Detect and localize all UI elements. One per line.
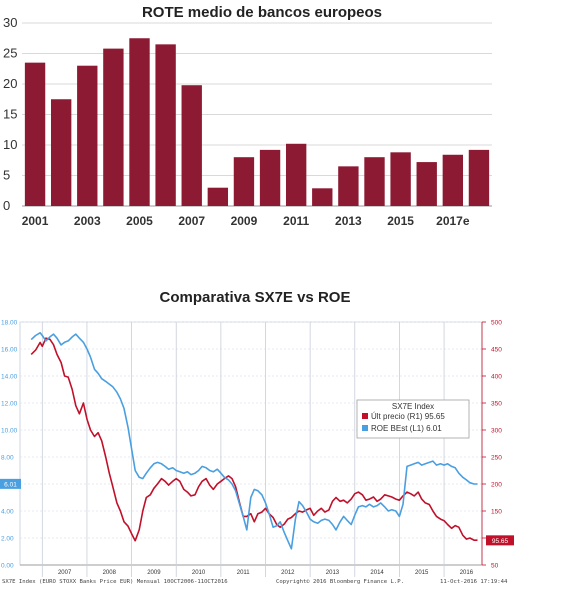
right-current-badge (486, 535, 514, 546)
right-tick-label: 500 (491, 320, 502, 327)
bar-2006 (155, 44, 176, 206)
right-tick-label: 250 (491, 455, 502, 462)
x-year-label: 2011 (237, 570, 251, 576)
legend-box (356, 399, 470, 439)
x-year-label: 2014 (370, 570, 384, 576)
left-tick-label: 10.00 (1, 428, 18, 435)
left-tick-label: 18.00 (1, 320, 18, 327)
current-value-markers: 6.01 95.65 (0, 478, 514, 546)
bar-2005 (129, 38, 150, 206)
series-roe (30, 332, 478, 550)
bar-x-tick-label: 2015 (387, 214, 414, 228)
bar-x-tick-label: 2001 (22, 214, 49, 228)
left-tick-label: 4.00 (1, 509, 14, 516)
bar-y-tick-label: 0 (3, 198, 10, 213)
left-axis: 0.002.004.006.008.0010.0012.0014.0016.00… (1, 320, 18, 570)
bar-2015 (390, 152, 411, 206)
x-year-label: 2007 (58, 570, 72, 576)
line-chart-sx7e-roe: Comparativa SX7E vs ROE 0.002.004.006.00… (0, 289, 514, 585)
series-price (30, 337, 478, 542)
x-year-label: 2009 (147, 570, 161, 576)
right-tick-label: 400 (491, 374, 502, 381)
bar-2002 (50, 99, 72, 206)
bar-y-tick-label: 25 (3, 46, 17, 61)
legend: SX7E Index Últ precio (R1) 95.65 ROE BEs… (356, 399, 470, 439)
bar-2004 (103, 48, 124, 207)
bar-x-axis: 2001 2003 2005 2007 2009 2011 2013 2015 2017e (22, 214, 470, 228)
right-tick-label: 50 (491, 563, 499, 570)
bar-2008 (207, 187, 229, 206)
left-current-badge (0, 478, 21, 489)
bar-y-tick-label: 15 (3, 107, 17, 122)
bar-2010 (259, 149, 281, 206)
line-grid (20, 321, 482, 566)
footer-copyright: Copyright© 2016 Bloomberg Finance L.P. (276, 579, 404, 585)
bar-x-tick-label: 2013 (335, 214, 362, 228)
right-tick-label: 200 (491, 482, 502, 489)
x-year-label: 2008 (103, 570, 117, 576)
left-tick-label: 12.00 (1, 401, 18, 408)
left-current-value: 6.01 (4, 481, 17, 488)
plot-frame (19, 321, 483, 566)
left-tick-label: 2.00 (1, 536, 14, 543)
bar-2012 (312, 188, 333, 206)
legend-swatch-price (362, 413, 368, 419)
x-year-label: 2013 (326, 570, 340, 576)
left-tick-label: 16.00 (1, 347, 18, 354)
right-axis: 50100150200250300350400450500 (481, 320, 502, 570)
bar-y-tick-label: 20 (3, 76, 17, 91)
bar-2007 (181, 85, 202, 206)
left-tick-label: 0.00 (1, 563, 14, 570)
legend-title: SX7E Index (392, 402, 434, 411)
bar-2009 (233, 157, 255, 206)
bar-x-tick-label: 2017e (436, 214, 470, 228)
legend-label-price: Últ precio (R1) 95.65 (371, 412, 445, 421)
bar-2014 (364, 157, 385, 206)
bar-y-axis: 0 5 10 15 20 25 30 (3, 15, 17, 213)
bar-chart-rote: ROTE medio de bancos europeos 0 5 10 15 20 25… (3, 4, 492, 228)
x-year-label: 2016 (460, 570, 474, 576)
bar-grid (22, 22, 492, 207)
right-tick-label: 450 (491, 347, 502, 354)
bar-2018e (468, 149, 490, 206)
bar-y-tick-label: 10 (3, 137, 17, 152)
bar-2001 (24, 62, 46, 207)
bar-x-tick-label: 2003 (74, 214, 101, 228)
bar-2013 (338, 166, 359, 206)
footer-timestamp: 11-Oct-2016 17:19:44 (440, 579, 508, 585)
bar-series (24, 38, 490, 207)
left-tick-label: 14.00 (1, 374, 18, 381)
line-series (30, 332, 478, 550)
bar-2003 (77, 65, 98, 206)
bar-y-tick-label: 5 (3, 168, 10, 183)
bar-x-tick-label: 2005 (126, 214, 153, 228)
bar-2017e (442, 154, 464, 206)
legend-swatch-roe (362, 425, 368, 431)
x-year-label: 2015 (415, 570, 429, 576)
x-axis-years: 2007 2008 2009 2010 2011 2012 2013 2014 2015 2016 (20, 322, 482, 577)
bar-x-tick-label: 2007 (178, 214, 205, 228)
bar-x-tick-label: 2009 (231, 214, 258, 228)
bar-y-tick-label: 30 (3, 15, 17, 30)
x-year-label: 2012 (281, 570, 295, 576)
right-tick-label: 350 (491, 401, 502, 408)
bar-chart-title: ROTE medio de bancos europeos (142, 4, 382, 21)
bar-2016 (416, 162, 437, 206)
legend-label-roe: ROE BEst (L1) 6.01 (371, 424, 442, 433)
footer-source: SX7E Index (EURO STOXX Banks Price EUR) … (2, 579, 228, 585)
bar-x-tick-label: 2011 (283, 214, 309, 228)
bar-2011 (285, 143, 307, 206)
right-tick-label: 300 (491, 428, 502, 435)
left-tick-label: 8.00 (1, 455, 14, 462)
right-current-value: 95.65 (492, 538, 509, 545)
x-year-label: 2010 (192, 570, 206, 576)
right-tick-label: 150 (491, 509, 502, 516)
line-chart-title: Comparativa SX7E vs ROE (160, 289, 351, 306)
